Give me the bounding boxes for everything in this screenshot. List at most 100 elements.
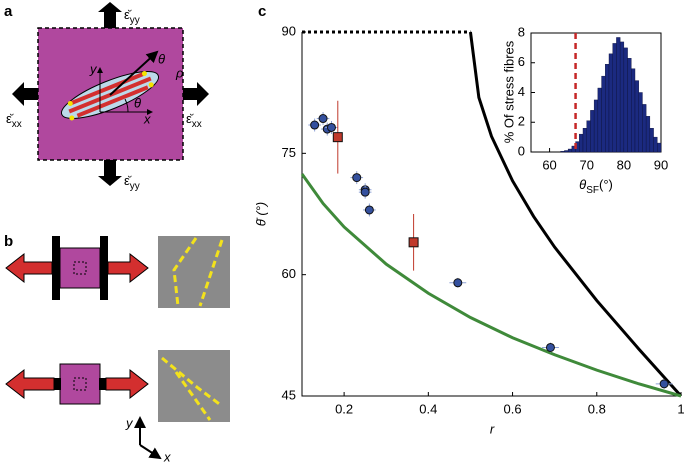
bar <box>567 148 573 153</box>
point <box>310 120 320 130</box>
arrow <box>5 252 53 284</box>
fibre-line <box>172 237 224 307</box>
curve <box>468 31 683 398</box>
arrow <box>107 252 149 284</box>
bar <box>657 142 662 153</box>
bar <box>560 151 565 153</box>
axis-label: x <box>163 449 171 464</box>
y-tick-label: 75 <box>282 145 296 160</box>
y-axis-label: θ̄ (°) <box>253 202 268 227</box>
cell-square <box>59 363 101 405</box>
bar <box>564 150 569 153</box>
arrow <box>5 368 55 400</box>
micrograph <box>158 350 230 422</box>
point <box>318 114 328 124</box>
x-axis-label: θSF(°) <box>579 177 613 195</box>
x-tick-label: 60 <box>542 157 556 172</box>
arrow <box>105 368 149 400</box>
y-tick-label: 90 <box>282 23 296 38</box>
bar <box>579 133 584 153</box>
x-tick-label: 0.6 <box>504 401 522 416</box>
point <box>352 173 362 183</box>
strain-symbol: ε̆ <box>124 173 132 188</box>
curve <box>300 173 682 398</box>
fibre-line <box>161 356 223 421</box>
bar <box>634 80 639 153</box>
y-tick-label: 0 <box>518 143 525 158</box>
strain-subscript: yy <box>130 181 140 192</box>
strain-subscript: yy <box>130 15 140 26</box>
arrow <box>98 2 122 28</box>
y-tick-label: 8 <box>518 24 525 39</box>
x-label-symbol: θ <box>579 177 586 192</box>
axis-label: y <box>125 415 134 430</box>
clamp <box>99 378 106 390</box>
bar <box>649 127 654 153</box>
x-tick-label: 1 <box>677 401 684 416</box>
axis <box>109 50 159 96</box>
y-tick-label: 60 <box>282 266 296 281</box>
strain-subscript: xx <box>12 119 22 130</box>
bar <box>612 43 617 153</box>
point <box>364 205 374 215</box>
panel-b: b y x <box>4 233 230 464</box>
bar <box>638 92 643 153</box>
cell-square <box>59 247 101 289</box>
bar <box>586 120 591 153</box>
panel-label: b <box>4 233 13 250</box>
arrow <box>98 160 122 186</box>
bar <box>590 110 595 153</box>
x-tick-label: 0.4 <box>419 401 437 416</box>
bar <box>627 58 632 153</box>
clamp <box>52 236 60 300</box>
point <box>408 237 419 248</box>
x-label-subscript: SF <box>586 185 599 196</box>
x-tick-label: 70 <box>579 157 593 172</box>
y-tick-label: 6 <box>518 54 525 69</box>
bar <box>582 127 587 153</box>
angle-label: θ <box>134 95 141 110</box>
axis-line <box>301 32 681 397</box>
bar <box>623 47 628 153</box>
strain-symbol: ε̆ <box>6 111 14 126</box>
y-tick-label: 4 <box>518 84 525 99</box>
x-tick-label: 80 <box>617 157 631 172</box>
axis-label: x <box>143 111 151 126</box>
bar <box>601 75 606 153</box>
point <box>453 278 463 288</box>
panel-label: a <box>4 3 13 20</box>
bar <box>597 87 602 153</box>
bar <box>631 68 636 153</box>
panel-a: a x y θ θ ρ ε̆yyε̆yyε̆xx ε̆xx <box>4 2 209 192</box>
angle-arc <box>124 98 129 113</box>
point <box>659 379 669 389</box>
x-label-unit: (°) <box>599 177 613 192</box>
panel-label: c <box>258 3 266 20</box>
y-axis-label: % Of stress fibres <box>501 40 516 143</box>
micrograph <box>158 236 230 308</box>
axis-label: y <box>89 61 98 76</box>
point <box>326 122 336 132</box>
bar <box>645 116 651 153</box>
point <box>545 342 555 352</box>
point <box>332 132 343 143</box>
arrow <box>183 82 209 106</box>
axis <box>139 444 162 460</box>
point <box>360 187 370 197</box>
region <box>73 261 87 275</box>
y-tick-label: 2 <box>518 114 525 129</box>
x-tick-label: 90 <box>654 157 668 172</box>
strain-subscript: xx <box>192 119 202 130</box>
x-tick-label: 0.8 <box>588 401 606 416</box>
arrow <box>12 82 38 106</box>
strain-label: ε̆xx <box>6 111 22 129</box>
bar <box>608 53 613 153</box>
strain-label: ε̆yy <box>124 7 140 25</box>
bar <box>616 37 621 153</box>
x-tick-label: 0.2 <box>335 401 353 416</box>
bar <box>619 41 625 153</box>
angle-label: ρ <box>175 65 184 80</box>
strain-symbol: ε̆ <box>124 7 132 22</box>
y-tick-label: 45 <box>282 387 296 402</box>
